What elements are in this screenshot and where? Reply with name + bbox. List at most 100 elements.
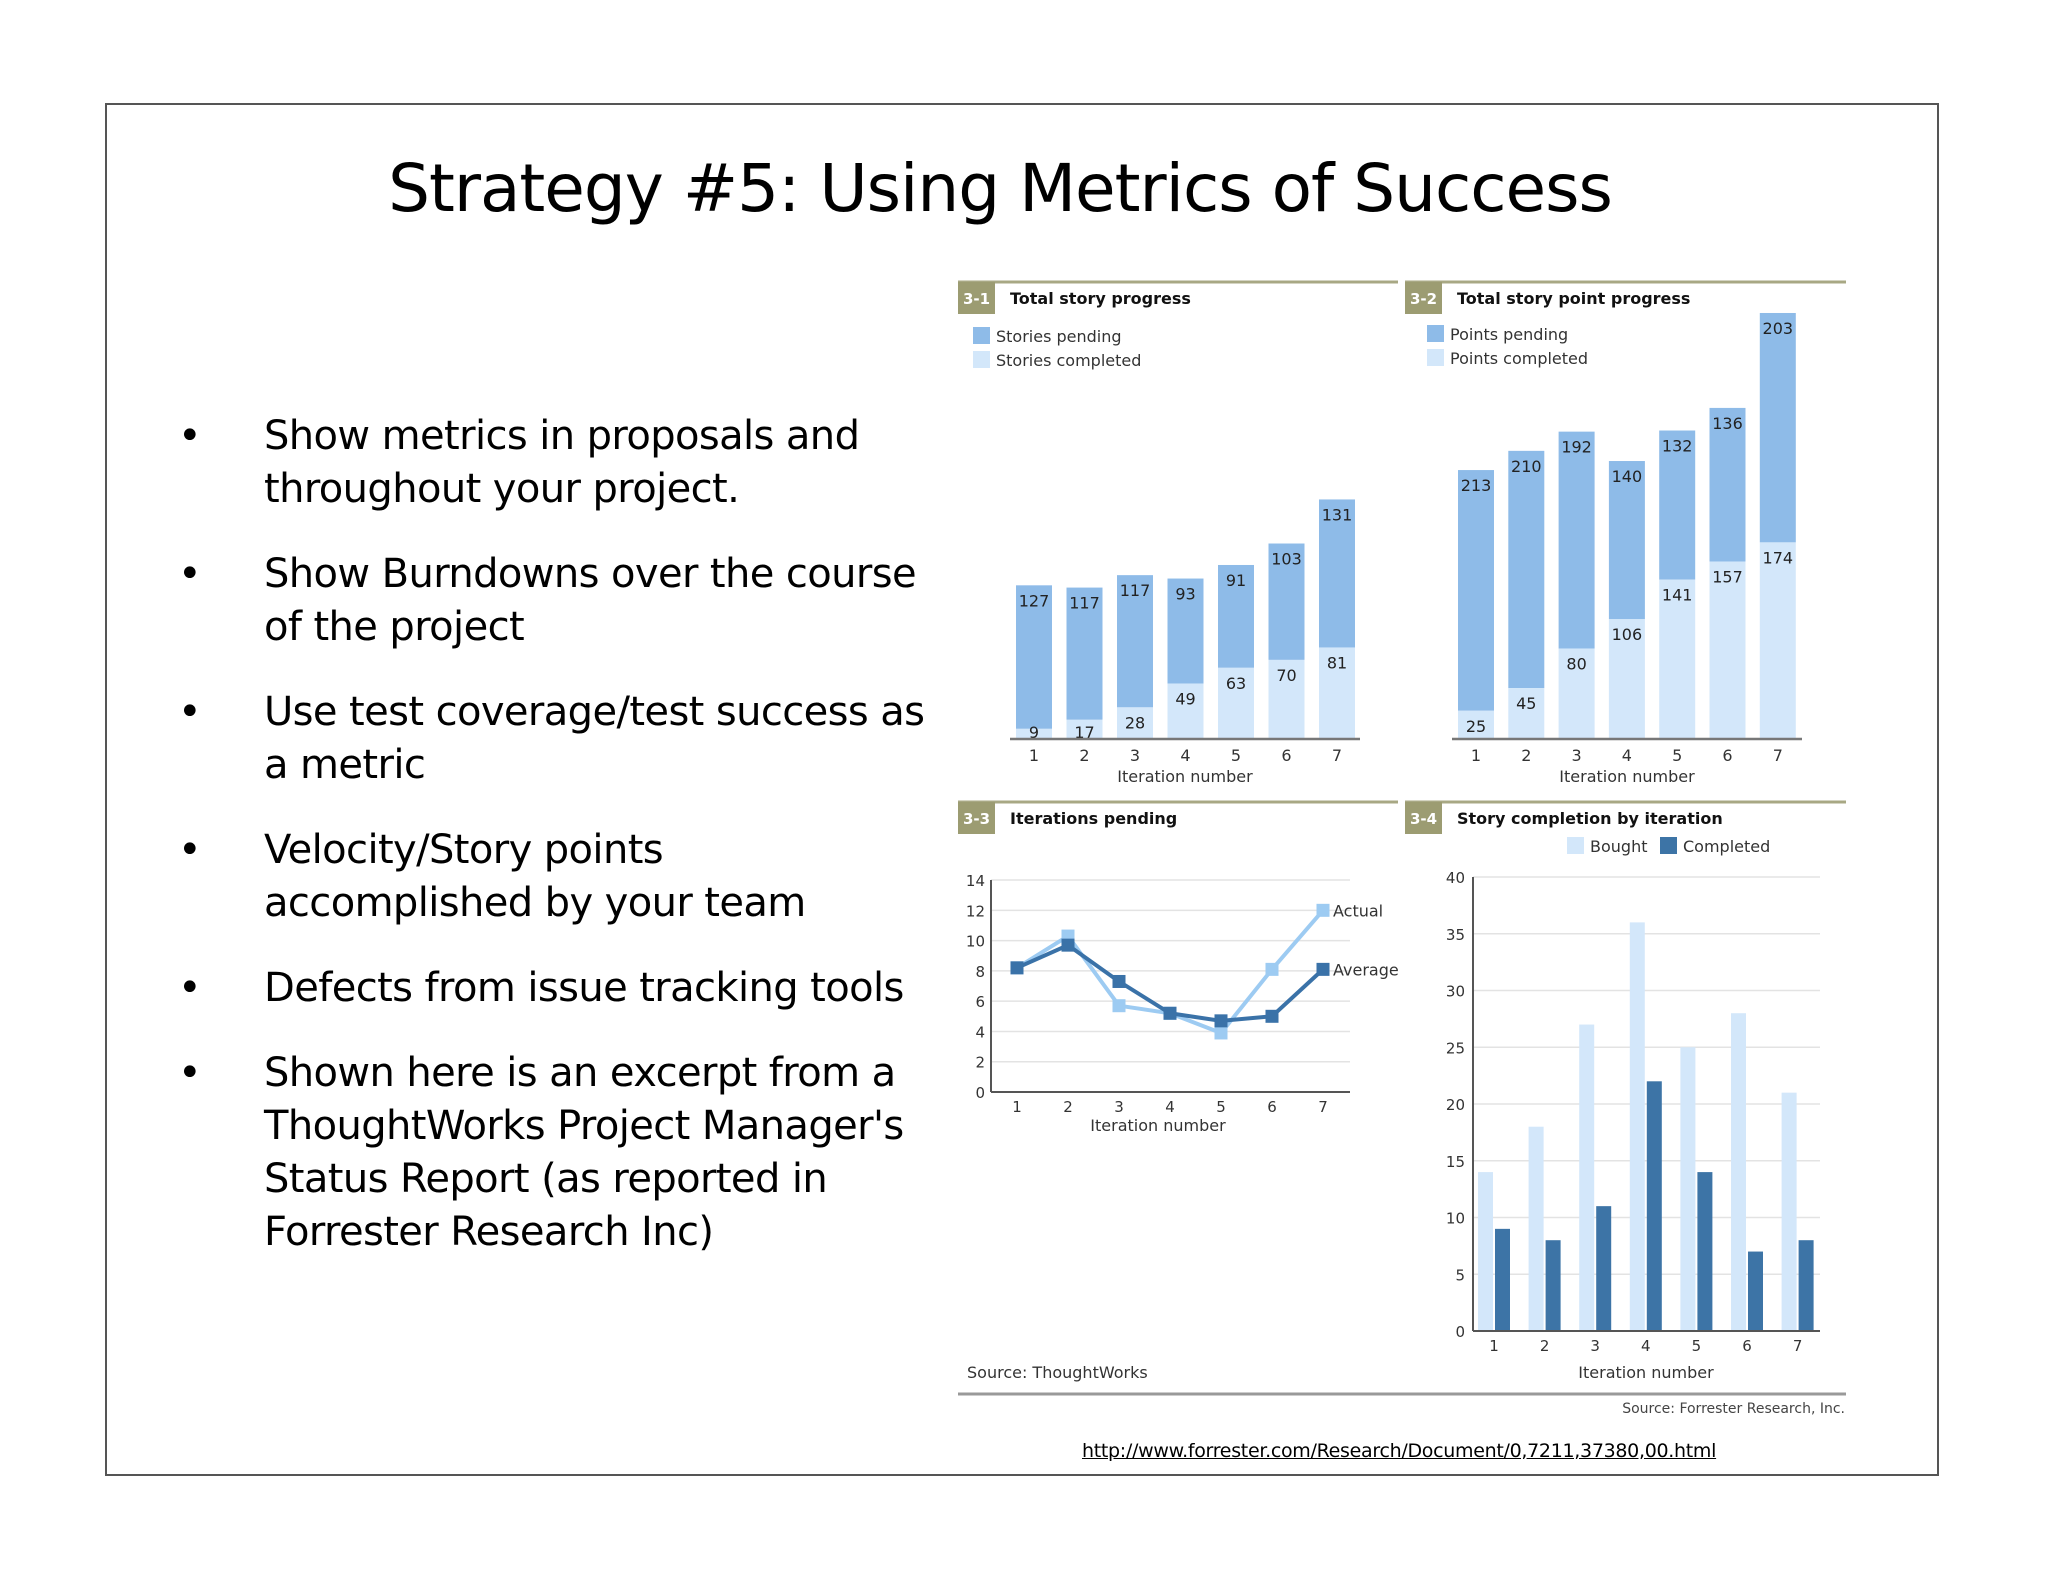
data-label-completed: 63 [1226,674,1246,693]
bar-bought [1629,922,1645,1331]
bullet-item: • Use test coverage/test success as a me… [170,686,930,792]
data-label-pending: 203 [1763,319,1794,338]
data-label-completed: 80 [1566,655,1586,674]
x-tick-label: 5 [1216,1098,1226,1116]
bullet-item: • Defects from issue tracking tools [170,962,930,1015]
figure-number-badge [1405,802,1442,834]
y-tick-label: 35 [1446,926,1465,944]
bar-completed [1608,619,1645,739]
bullet-list: • Show metrics in proposals and througho… [170,410,930,1291]
data-label-completed: 45 [1516,694,1536,713]
bar-pending [1218,564,1254,668]
x-tick-label: 2 [1540,1337,1550,1355]
x-tick-label: 5 [1692,1337,1702,1355]
y-tick-label: 30 [1446,983,1465,1001]
data-label-completed: 17 [1074,723,1094,742]
bar-pending [1558,431,1595,649]
marker-average [1265,1009,1279,1023]
bar-pending [1659,430,1696,580]
bar-completed [1066,719,1103,739]
chart-title: Total story point progress [1457,289,1690,308]
y-tick-label: 8 [975,963,985,981]
data-label-completed: 141 [1662,586,1693,605]
data-label-pending: 140 [1612,467,1643,486]
x-tick-label: 7 [1332,746,1342,765]
y-tick-label: 12 [966,902,985,920]
bullet-dot-icon: • [178,965,202,1011]
bar-completed [1759,542,1796,739]
bar-pending [1709,407,1746,562]
x-tick-label: 4 [1641,1337,1651,1355]
bar-pending [1268,543,1305,660]
marker-actual [1112,999,1126,1013]
bar-completed [1798,1240,1814,1331]
data-label-pending: 132 [1662,437,1693,456]
bullet-text: Use test coverage/test success as a metr… [264,689,925,788]
data-label-pending: 131 [1322,505,1353,524]
legend-swatch [973,327,990,344]
figure-number: 3-1 [963,290,990,308]
legend-label: Points pending [1450,325,1568,344]
y-tick-label: 25 [1446,1039,1465,1057]
bar-completed [1117,707,1153,739]
y-tick-label: 0 [975,1084,985,1102]
data-label-completed: 157 [1712,568,1743,587]
data-label-completed: 49 [1175,690,1195,709]
figure-number: 3-3 [963,810,990,828]
data-label-completed: 174 [1763,548,1794,567]
bar-pending [1319,499,1355,648]
bullet-dot-icon: • [178,689,202,735]
data-label-pending: 91 [1226,571,1246,590]
y-tick-label: 20 [1446,1096,1465,1114]
bullet-item: • Shown here is an excerpt from a Though… [170,1047,930,1259]
source-url-link[interactable]: http://www.forrester.com/Research/Docume… [1082,1440,1717,1462]
bar-pending [1608,461,1645,620]
bullet-item: • Show Burndowns over the course of the … [170,548,930,654]
data-label-pending: 117 [1120,581,1151,600]
data-label-pending: 192 [1561,438,1592,457]
bar-pending [1458,470,1494,711]
bar-completed [1458,710,1494,739]
x-tick-label: 2 [1079,746,1089,765]
chart-title: Story completion by iteration [1457,809,1723,828]
bullet-text: Shown here is an excerpt from a ThoughtW… [264,1050,904,1255]
legend-label: Stories pending [996,327,1122,346]
y-tick-label: 10 [1446,1210,1465,1228]
legend-swatch [1567,837,1584,854]
legend-label: Stories completed [996,351,1141,370]
marker-actual [1265,962,1279,976]
data-label-completed: 9 [1029,723,1039,742]
legend-label: Bought [1590,837,1647,856]
series-label: Actual [1333,901,1383,920]
bar-completed [1596,1206,1612,1331]
x-axis-title: Iteration number [1559,767,1695,786]
bar-bought [1781,1092,1797,1331]
bullet-text: Show metrics in proposals and throughout… [264,413,860,512]
figure-number-badge [958,282,995,314]
bullet-text: Velocity/Story points accomplished by yo… [264,827,806,926]
data-label-pending: 93 [1175,585,1195,604]
y-tick-label: 6 [975,993,985,1011]
bar-bought [1680,1047,1696,1331]
legend-swatch [1427,349,1444,366]
figure-number: 3-4 [1410,810,1437,828]
chart-title: Total story progress [1010,289,1191,308]
x-axis-title: Iteration number [1117,767,1253,786]
marker-actual [1214,1026,1228,1040]
forrester-figure: 3-1 Total story progress Stories pending St… [955,278,1850,1428]
x-tick-label: 7 [1773,746,1783,765]
bar-pending [1016,585,1052,729]
x-tick-label: 4 [1165,1098,1175,1116]
y-tick-label: 4 [975,1023,985,1041]
bar-pending [1759,312,1796,543]
data-label-completed: 70 [1276,666,1296,685]
data-label-completed: 81 [1327,653,1347,672]
x-tick-label: 5 [1672,746,1682,765]
bar-bought [1478,1172,1493,1331]
bar-pending [1167,578,1204,684]
slide-title: Strategy #5: Using Metrics of Success [388,150,1613,227]
data-label-pending: 127 [1019,591,1050,610]
y-tick-label: 15 [1446,1153,1465,1171]
bar-completed [1659,579,1696,739]
figure-number-badge [1405,282,1442,314]
